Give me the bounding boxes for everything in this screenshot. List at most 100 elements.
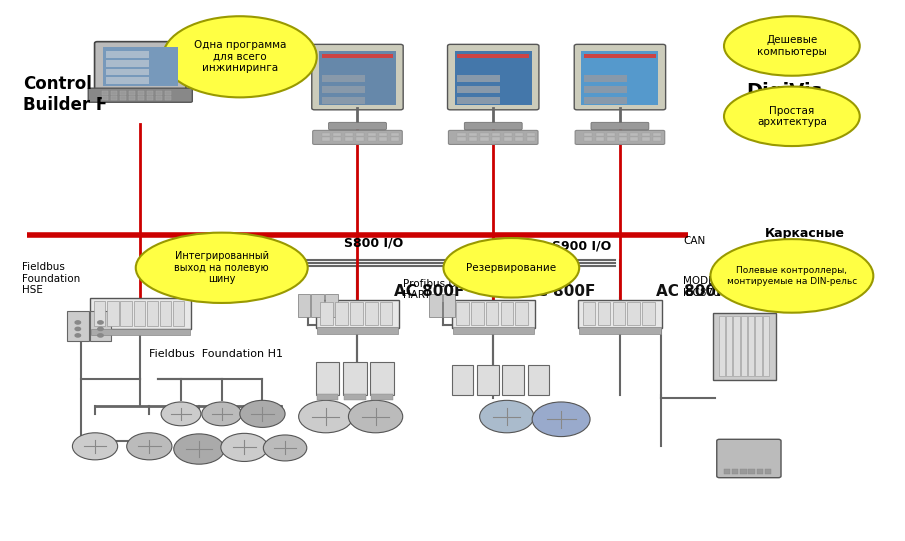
- FancyBboxPatch shape: [443, 294, 455, 317]
- Circle shape: [348, 400, 403, 433]
- FancyBboxPatch shape: [119, 91, 127, 95]
- FancyBboxPatch shape: [717, 439, 781, 478]
- FancyBboxPatch shape: [757, 469, 763, 474]
- FancyBboxPatch shape: [458, 133, 465, 136]
- FancyBboxPatch shape: [607, 137, 615, 141]
- Circle shape: [98, 321, 103, 324]
- FancyBboxPatch shape: [344, 394, 366, 400]
- FancyBboxPatch shape: [607, 133, 615, 136]
- FancyBboxPatch shape: [333, 137, 341, 141]
- FancyBboxPatch shape: [642, 137, 650, 141]
- FancyBboxPatch shape: [576, 130, 664, 144]
- FancyBboxPatch shape: [469, 137, 477, 141]
- Text: AC 800F: AC 800F: [394, 284, 464, 299]
- FancyBboxPatch shape: [329, 122, 386, 130]
- FancyBboxPatch shape: [319, 51, 396, 105]
- Circle shape: [174, 434, 224, 464]
- Text: S900 I/O: S900 I/O: [552, 240, 611, 253]
- FancyBboxPatch shape: [477, 365, 499, 395]
- Circle shape: [221, 433, 268, 461]
- Circle shape: [98, 327, 103, 331]
- FancyBboxPatch shape: [311, 294, 324, 317]
- FancyBboxPatch shape: [740, 469, 747, 474]
- FancyBboxPatch shape: [345, 133, 353, 136]
- FancyBboxPatch shape: [630, 133, 638, 136]
- FancyBboxPatch shape: [763, 316, 769, 376]
- FancyBboxPatch shape: [756, 316, 762, 376]
- FancyBboxPatch shape: [107, 60, 149, 67]
- FancyBboxPatch shape: [94, 42, 186, 91]
- FancyBboxPatch shape: [357, 133, 365, 136]
- FancyBboxPatch shape: [713, 313, 776, 380]
- Text: Каркасные
УСО: Каркасные УСО: [765, 227, 844, 255]
- FancyBboxPatch shape: [516, 302, 529, 325]
- FancyBboxPatch shape: [89, 88, 193, 102]
- FancyBboxPatch shape: [585, 86, 627, 93]
- FancyBboxPatch shape: [107, 77, 149, 84]
- FancyBboxPatch shape: [627, 302, 640, 325]
- FancyBboxPatch shape: [120, 301, 132, 327]
- Ellipse shape: [163, 16, 317, 97]
- FancyBboxPatch shape: [380, 302, 393, 325]
- FancyBboxPatch shape: [630, 137, 638, 141]
- Circle shape: [240, 400, 285, 427]
- FancyBboxPatch shape: [322, 97, 365, 104]
- FancyBboxPatch shape: [502, 365, 524, 395]
- Ellipse shape: [724, 16, 860, 76]
- FancyBboxPatch shape: [591, 122, 649, 130]
- FancyBboxPatch shape: [90, 311, 111, 341]
- FancyBboxPatch shape: [129, 91, 136, 95]
- Ellipse shape: [710, 239, 873, 313]
- Text: Control
Builder F: Control Builder F: [23, 75, 107, 114]
- FancyBboxPatch shape: [129, 96, 136, 100]
- FancyBboxPatch shape: [156, 91, 163, 95]
- Text: CAN: CAN: [683, 236, 706, 246]
- FancyBboxPatch shape: [147, 91, 154, 95]
- Circle shape: [75, 334, 81, 337]
- FancyBboxPatch shape: [335, 302, 348, 325]
- FancyBboxPatch shape: [345, 137, 353, 141]
- FancyBboxPatch shape: [90, 329, 190, 335]
- FancyBboxPatch shape: [515, 133, 523, 136]
- FancyBboxPatch shape: [173, 301, 185, 327]
- FancyBboxPatch shape: [653, 133, 662, 136]
- FancyBboxPatch shape: [579, 327, 661, 334]
- FancyBboxPatch shape: [455, 51, 532, 105]
- FancyBboxPatch shape: [585, 137, 592, 141]
- FancyBboxPatch shape: [107, 51, 149, 58]
- FancyBboxPatch shape: [350, 302, 363, 325]
- FancyBboxPatch shape: [316, 300, 399, 328]
- FancyBboxPatch shape: [492, 133, 500, 136]
- FancyBboxPatch shape: [119, 96, 127, 100]
- FancyBboxPatch shape: [481, 137, 489, 141]
- FancyBboxPatch shape: [527, 133, 535, 136]
- FancyBboxPatch shape: [449, 130, 538, 144]
- FancyBboxPatch shape: [317, 394, 338, 400]
- Circle shape: [532, 402, 590, 437]
- FancyBboxPatch shape: [452, 327, 534, 334]
- FancyBboxPatch shape: [642, 133, 650, 136]
- FancyBboxPatch shape: [322, 137, 329, 141]
- FancyBboxPatch shape: [101, 96, 109, 100]
- FancyBboxPatch shape: [316, 362, 339, 395]
- Circle shape: [72, 433, 118, 460]
- FancyBboxPatch shape: [585, 97, 627, 104]
- Circle shape: [98, 334, 103, 337]
- FancyBboxPatch shape: [740, 316, 747, 376]
- Text: AC 800F: AC 800F: [656, 284, 727, 299]
- FancyBboxPatch shape: [108, 301, 119, 327]
- FancyBboxPatch shape: [156, 96, 163, 100]
- FancyBboxPatch shape: [103, 47, 177, 86]
- FancyBboxPatch shape: [458, 137, 465, 141]
- FancyBboxPatch shape: [585, 133, 592, 136]
- FancyBboxPatch shape: [748, 469, 755, 474]
- FancyBboxPatch shape: [748, 316, 754, 376]
- FancyBboxPatch shape: [67, 311, 89, 341]
- FancyBboxPatch shape: [322, 133, 329, 136]
- FancyBboxPatch shape: [317, 327, 398, 334]
- FancyBboxPatch shape: [597, 302, 610, 325]
- FancyBboxPatch shape: [595, 137, 604, 141]
- FancyBboxPatch shape: [367, 133, 376, 136]
- Circle shape: [299, 400, 353, 433]
- FancyBboxPatch shape: [165, 96, 172, 100]
